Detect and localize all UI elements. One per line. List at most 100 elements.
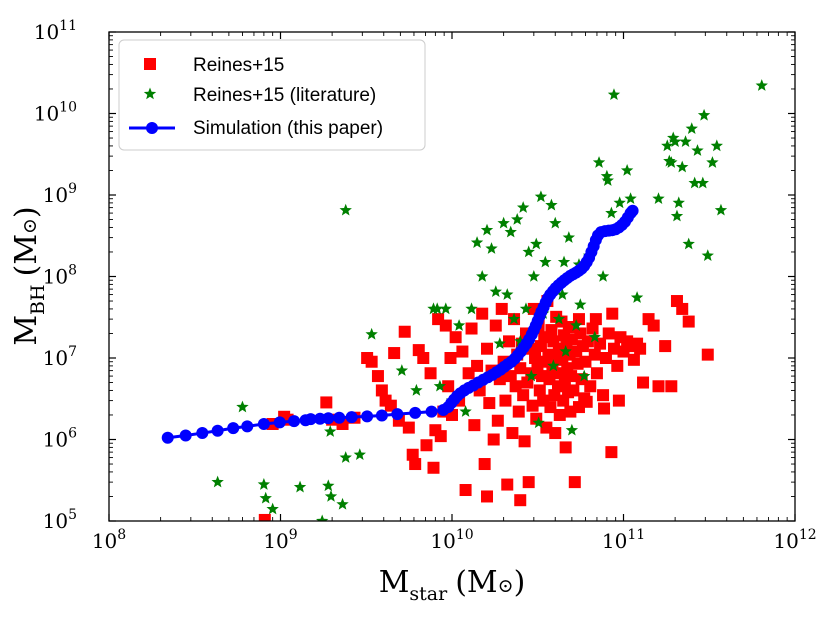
- simulation-point: [626, 204, 639, 217]
- y-tick-label: 109: [43, 181, 77, 207]
- literature-point: [532, 416, 545, 429]
- literature-point: [539, 255, 552, 268]
- reines-point: [526, 399, 539, 412]
- literature-point: [670, 209, 684, 222]
- reines-point: [514, 362, 527, 375]
- simulation-point: [179, 429, 192, 442]
- literature-point: [534, 190, 548, 203]
- literature-point: [685, 122, 698, 135]
- reines-point: [495, 302, 508, 315]
- reines-point: [533, 384, 546, 397]
- reines-point: [590, 367, 603, 380]
- literature-point: [476, 270, 489, 282]
- reines-point: [580, 395, 593, 408]
- literature-point: [322, 479, 335, 492]
- reines-point: [522, 476, 535, 489]
- reines-point: [471, 359, 484, 372]
- reines-point: [503, 335, 516, 348]
- tick-labels: 108 109 1010 1011 1012 105 106 107 108 109 1010 101…: [34, 18, 817, 553]
- legend-marker-reines: [144, 58, 156, 70]
- reines-point: [483, 397, 496, 410]
- simulation-point: [409, 406, 422, 419]
- reines-point: [456, 345, 469, 358]
- literature-point: [755, 79, 768, 91]
- reines-point: [589, 313, 602, 326]
- reines-point: [701, 348, 714, 361]
- literature-point: [588, 330, 601, 343]
- literature-point: [600, 169, 614, 182]
- reines-point: [499, 394, 512, 407]
- literature-point: [522, 245, 535, 258]
- reines-point: [375, 384, 388, 397]
- reines-point: [424, 367, 437, 380]
- reines-point: [384, 399, 397, 412]
- literature-point: [504, 225, 517, 238]
- literature-point: [519, 302, 533, 315]
- reines-point: [365, 355, 378, 368]
- reines-point: [402, 421, 415, 434]
- x-tick-label: 1010: [430, 527, 473, 553]
- legend-marker-literature: [143, 87, 157, 100]
- y-tick-label: 107: [43, 344, 77, 370]
- y-axis-title: MBH(M⊙): [9, 206, 49, 345]
- literature-point: [516, 201, 530, 213]
- reines-point: [652, 380, 665, 393]
- literature-point: [601, 174, 614, 186]
- literature-point: [552, 312, 566, 325]
- simulation-point: [273, 416, 286, 429]
- simulation-point: [375, 409, 388, 422]
- literature-point: [545, 198, 558, 211]
- simulation-point: [257, 417, 270, 430]
- reines-point: [476, 307, 489, 320]
- literature-point: [339, 451, 352, 463]
- literature-point: [661, 139, 674, 152]
- reines-point: [612, 394, 625, 407]
- literature-point: [605, 206, 618, 219]
- legend: Reines+15 Reines+15 (literature) Simulat…: [118, 39, 426, 151]
- literature-point: [236, 400, 249, 413]
- reines-point: [599, 352, 612, 364]
- literature-point: [259, 491, 272, 504]
- literature-point: [480, 223, 494, 236]
- reines-point: [478, 458, 491, 471]
- literature-point: [324, 425, 337, 437]
- literature-point: [485, 242, 498, 254]
- reines-point: [598, 402, 611, 415]
- simulation-point: [161, 431, 174, 444]
- reines-point: [371, 370, 384, 383]
- literature-point: [493, 337, 506, 349]
- literature-point: [652, 192, 665, 204]
- reines-point: [606, 307, 619, 320]
- legend-label-reines: Reines+15: [193, 55, 284, 76]
- literature-point: [701, 249, 714, 261]
- literature-point: [266, 502, 279, 515]
- literature-point: [624, 192, 637, 204]
- literature-point: [324, 489, 338, 502]
- reines-point: [481, 490, 494, 503]
- literature-point: [507, 312, 521, 325]
- reines-point: [459, 484, 472, 497]
- reines-point: [637, 376, 650, 389]
- literature-point: [395, 364, 409, 376]
- reines-point: [579, 355, 592, 368]
- literature-point: [497, 216, 510, 229]
- legend-label-literature: Reines+15 (literature): [193, 85, 376, 106]
- literature-point: [630, 291, 644, 303]
- literature-point: [613, 196, 626, 209]
- reines-point: [602, 327, 615, 340]
- y-tick-label: 1010: [34, 100, 77, 126]
- reines-point: [634, 342, 647, 355]
- literature-point: [410, 383, 423, 396]
- reines-point: [518, 435, 531, 448]
- literature-point: [559, 345, 572, 357]
- literature-point: [530, 237, 543, 250]
- literature-point: [682, 237, 695, 250]
- reines-point: [545, 324, 558, 337]
- reines-point: [449, 331, 462, 344]
- simulation-point: [391, 408, 404, 421]
- y-tick-label: 108: [43, 263, 77, 289]
- simulation-point: [333, 411, 346, 424]
- legend-label-simulation: Simulation (this paper): [193, 118, 383, 139]
- literature-point: [596, 270, 610, 282]
